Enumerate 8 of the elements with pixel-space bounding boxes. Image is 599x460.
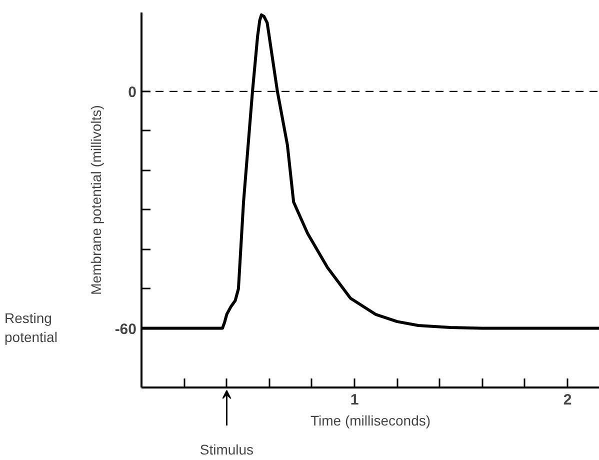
x-axis-title: Time (milliseconds) — [310, 412, 431, 428]
text: Stimulus — [200, 442, 254, 458]
text: Resting potential — [4, 310, 58, 346]
x-tick-label: 2 — [563, 392, 572, 408]
x-tick-label: 1 — [350, 392, 359, 408]
y-axis-title: Membrane potential (millivolts) — [88, 105, 104, 295]
y-tick-label: -60 — [114, 320, 137, 338]
y-tick-label: 0 — [128, 84, 136, 101]
